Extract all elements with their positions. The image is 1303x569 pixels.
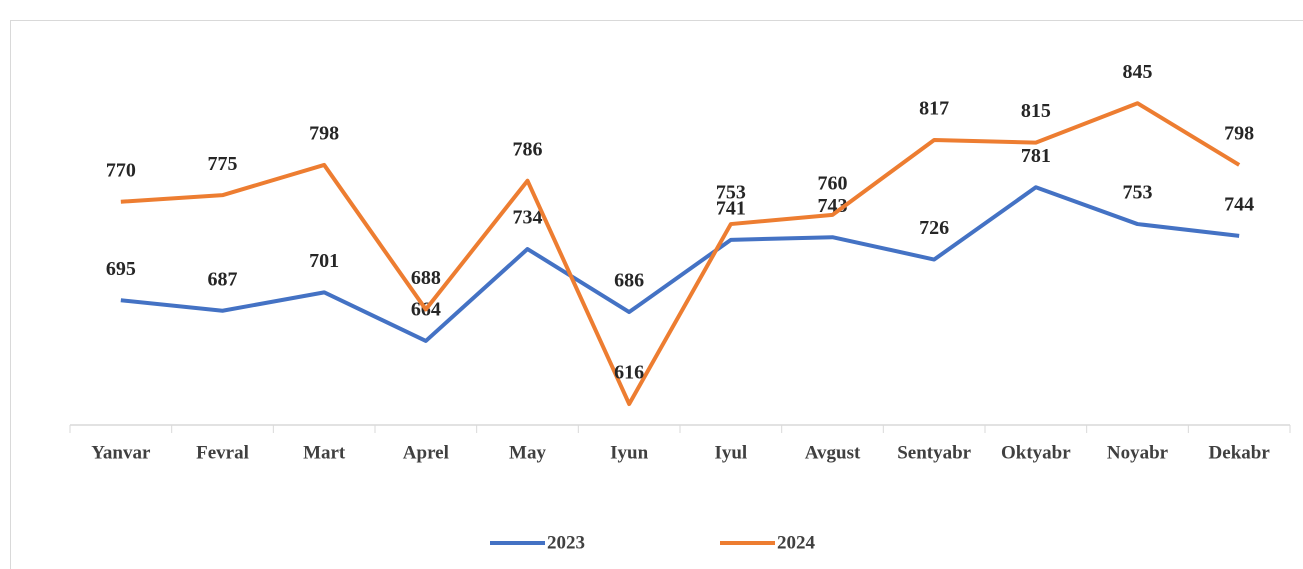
legend-label: 2024 bbox=[777, 532, 816, 553]
data-label: 753 bbox=[1123, 182, 1153, 204]
data-label: 701 bbox=[309, 250, 339, 272]
series-line bbox=[120, 101, 1241, 406]
data-label: 775 bbox=[208, 153, 238, 175]
x-tick-label: Fevral bbox=[196, 442, 249, 463]
x-tick-label: Avgust bbox=[805, 442, 861, 463]
data-label: 760 bbox=[818, 172, 848, 194]
data-label: 817 bbox=[919, 98, 949, 120]
data-label: 798 bbox=[1224, 123, 1254, 145]
data-label: 687 bbox=[208, 268, 238, 290]
x-tick-label: Dekabr bbox=[1209, 442, 1271, 463]
x-tick-label: Iyun bbox=[610, 442, 648, 463]
data-label: 741 bbox=[716, 197, 746, 219]
x-tick-label: Aprel bbox=[403, 442, 449, 463]
legend-label: 2023 bbox=[547, 532, 585, 553]
data-label: 798 bbox=[309, 123, 339, 145]
data-label: 753 bbox=[716, 182, 746, 204]
x-tick-label: Iyul bbox=[714, 442, 747, 463]
data-label: 770 bbox=[106, 159, 136, 181]
data-label: 845 bbox=[1123, 61, 1153, 83]
data-label: 734 bbox=[513, 207, 543, 229]
x-tick-label: Noyabr bbox=[1107, 442, 1169, 463]
data-label: 695 bbox=[106, 258, 136, 280]
data-label: 726 bbox=[919, 217, 949, 239]
x-tick-label: Sentyabr bbox=[897, 442, 971, 463]
x-tick-label: Oktyabr bbox=[1001, 442, 1071, 463]
data-label: 781 bbox=[1021, 145, 1051, 167]
data-label: 688 bbox=[411, 267, 441, 289]
data-label: 744 bbox=[1224, 193, 1254, 215]
data-label: 786 bbox=[513, 138, 543, 160]
data-label: 815 bbox=[1021, 100, 1051, 122]
x-tick-label: Yanvar bbox=[91, 442, 151, 463]
data-label: 616 bbox=[614, 362, 644, 384]
x-tick-label: May bbox=[509, 442, 546, 463]
data-label: 686 bbox=[614, 270, 644, 292]
x-tick-label: Mart bbox=[303, 442, 346, 463]
series-line bbox=[120, 185, 1240, 343]
chart-border bbox=[10, 20, 1303, 569]
